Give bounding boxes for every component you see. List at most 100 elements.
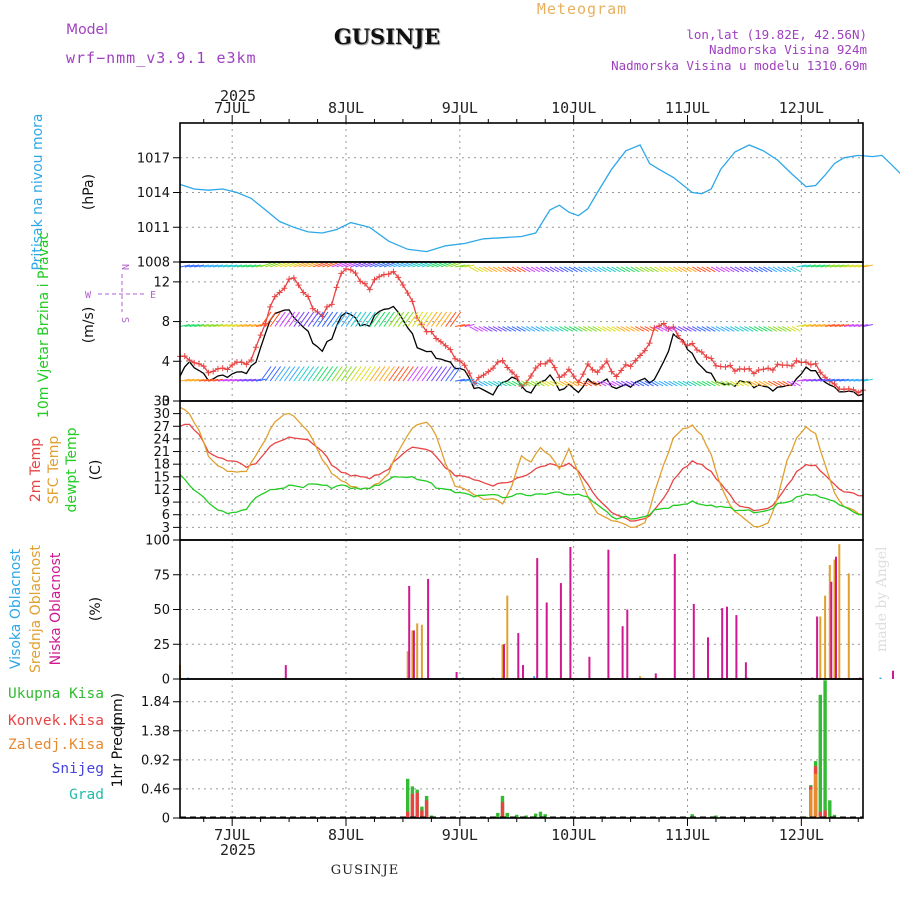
gust-marker — [703, 354, 710, 361]
wind-arrow — [398, 262, 409, 268]
gust-marker — [603, 358, 610, 365]
bar-niska-oblacnost — [517, 633, 520, 679]
wind-arrow — [744, 380, 754, 387]
wind-arrow — [227, 324, 238, 328]
wind-arrow — [241, 378, 252, 382]
gust-marker — [570, 373, 577, 380]
bar-niska-oblacnost — [607, 549, 610, 679]
y-tick-label: 27 — [153, 420, 170, 435]
wind-arrow — [502, 326, 512, 332]
wind-arrow — [540, 326, 550, 332]
wind-arrow — [198, 324, 209, 328]
wind-arrow — [611, 266, 621, 273]
wind-arrow — [582, 266, 593, 273]
wind-arrow — [459, 378, 470, 382]
gust-marker — [286, 276, 293, 283]
gust-marker — [347, 266, 354, 273]
bar-ukupna-kisa — [406, 778, 410, 818]
temp2m-label: 2m Temp — [28, 438, 44, 502]
bar-niska-oblacnost — [545, 602, 548, 679]
gust-marker — [328, 301, 335, 308]
wind-arrow — [227, 264, 238, 268]
wind-arrow — [782, 266, 792, 273]
wind-arrow — [246, 378, 257, 382]
wind-arrow — [179, 324, 190, 328]
gust-marker — [295, 282, 302, 289]
pressure-panel: 1008 1011 1014 1017 — [137, 122, 900, 271]
wind-arrow — [241, 264, 252, 268]
wind-arrow — [559, 380, 569, 387]
year-bottom: 2025 — [220, 841, 256, 859]
gust-marker — [195, 360, 202, 367]
bar-ukupna-kisa — [515, 814, 519, 818]
y-tick-label: 0 — [162, 812, 170, 827]
wind-arrow — [236, 378, 247, 382]
wind-arrow — [710, 266, 721, 273]
y-tick-label: 1017 — [137, 151, 170, 166]
gust-marker — [271, 293, 278, 300]
wind-arrow — [829, 264, 840, 268]
wind-arrow — [554, 380, 564, 387]
wind-arrow — [274, 262, 286, 268]
wind-arrow — [402, 262, 414, 268]
gust-marker — [210, 368, 217, 375]
wind-arrow — [763, 380, 773, 387]
bar-ukupna-kisa — [534, 813, 538, 818]
wind-arrow — [521, 380, 531, 387]
bar-niska-oblacnost — [626, 609, 629, 679]
gust-marker — [731, 368, 738, 375]
wind-arrow — [810, 264, 821, 268]
wind-arrow — [682, 266, 692, 273]
bar-ukupna-kisa — [690, 814, 694, 818]
gust-marker — [689, 340, 696, 347]
wind-arrow — [725, 380, 735, 387]
y-tick-label: 30 — [153, 407, 170, 422]
wind-arrow — [644, 380, 654, 387]
wind-arrow — [445, 366, 457, 382]
wind-arrow — [587, 326, 597, 332]
wind-arrow — [568, 326, 578, 332]
wind-arrow — [393, 311, 405, 327]
x-tick-label-top: 10JUL — [551, 99, 596, 117]
wind-arrow — [630, 326, 640, 332]
wind-arrow — [284, 262, 295, 268]
wind-arrow — [853, 378, 864, 382]
wind-arrow — [786, 380, 797, 387]
wind-arrow — [592, 380, 602, 387]
wind-arrow — [782, 326, 792, 332]
legend-total-rain: Ukupna Kisa — [8, 686, 104, 702]
wind-arrow — [331, 366, 343, 382]
wind-arrow — [834, 324, 845, 328]
wind-arrow — [407, 311, 419, 327]
wind-arrow — [194, 378, 205, 382]
wind-panel: 0 4 8 12 — [153, 261, 873, 410]
wind-arrow — [687, 326, 697, 332]
wind-arrow — [739, 266, 749, 273]
sfc-temp-label: SFC Temp — [46, 436, 62, 505]
wind-arrow — [639, 266, 650, 273]
wind-arrow — [388, 366, 400, 382]
series-line-2m-temp — [179, 423, 864, 522]
wind-arrow — [801, 264, 812, 268]
wind-arrow — [521, 326, 531, 332]
bar-srednja-oblacnost — [828, 565, 831, 679]
pressure-unit: (hPa) — [81, 174, 97, 210]
cloud-unit: (%) — [88, 597, 104, 621]
wind-arrow — [459, 264, 470, 268]
wind-arrow — [644, 266, 654, 273]
gust-marker — [831, 380, 838, 387]
wind-arrow — [549, 380, 559, 387]
wind-arrow — [440, 311, 452, 327]
wind-arrow — [791, 326, 801, 332]
wind-arrow — [578, 326, 588, 332]
gust-marker — [252, 344, 259, 351]
wind-arrow — [303, 262, 314, 268]
model-name: wrf−nmm_v3.9.1 e3km — [66, 49, 257, 67]
wind-arrow — [767, 380, 778, 387]
wind-arrow — [786, 326, 797, 332]
wind-arrow — [464, 324, 475, 328]
wind-arrow — [635, 266, 645, 273]
wind-arrow — [777, 326, 787, 332]
wind-arrow — [336, 366, 348, 382]
wind-arrow — [416, 262, 428, 268]
